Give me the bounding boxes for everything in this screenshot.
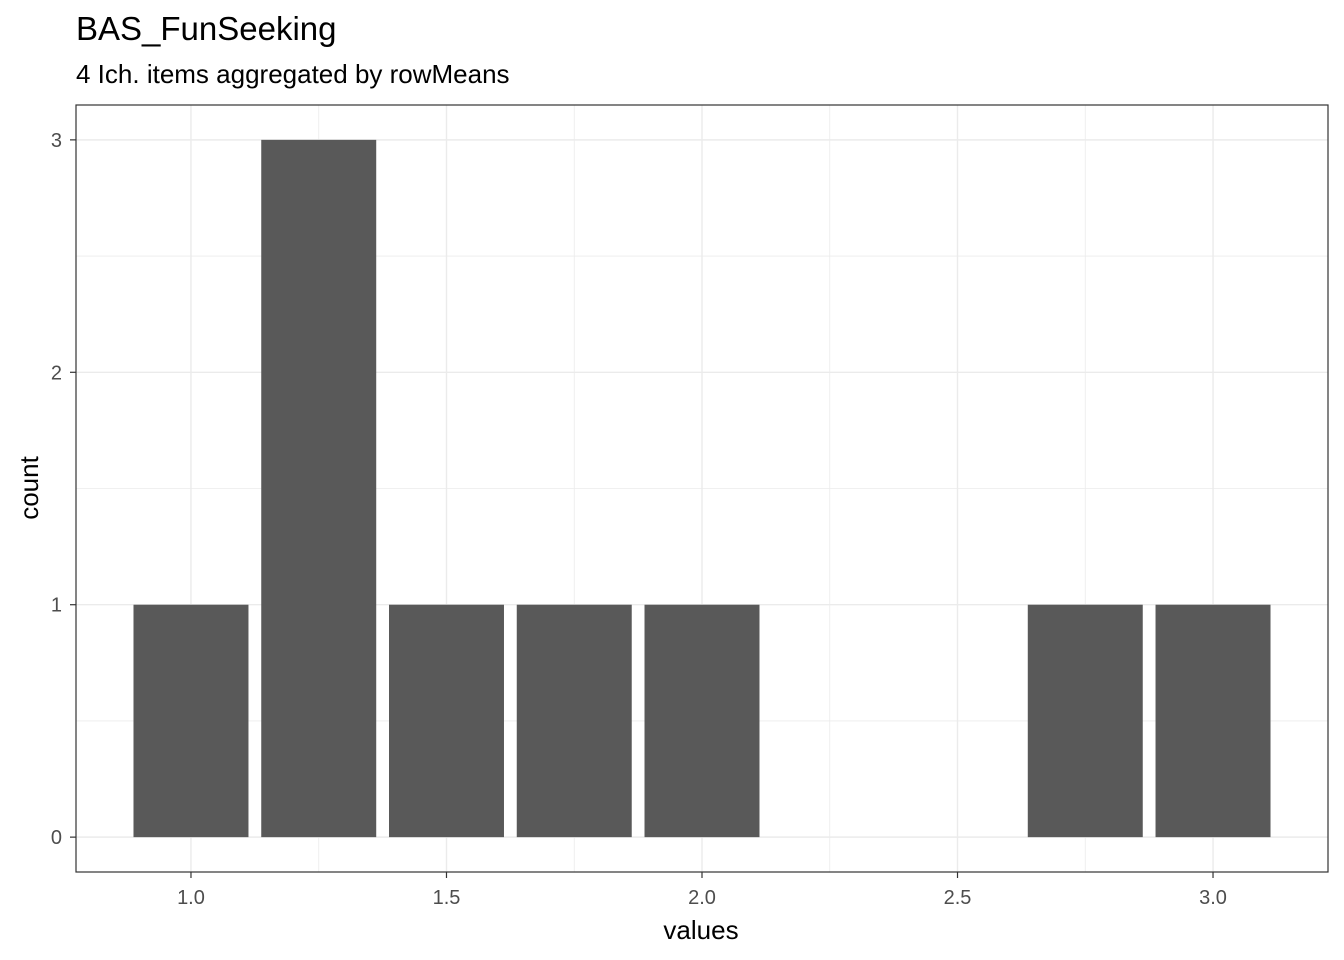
y-tick-label: 2 [51, 362, 62, 384]
y-tick-label: 3 [51, 130, 62, 152]
x-axis-title: values [663, 915, 738, 945]
chart-subtitle: 4 Ich. items aggregated by rowMeans [76, 59, 510, 89]
bar [389, 604, 504, 838]
y-tick-label: 1 [51, 595, 62, 617]
x-tick-label: 3.0 [1199, 887, 1227, 909]
bar [644, 604, 760, 838]
x-tick-label: 2.5 [944, 887, 972, 909]
bar [133, 604, 249, 838]
chart-title: BAS_FunSeeking [76, 10, 337, 47]
x-tick-label: 1.0 [177, 887, 205, 909]
bar [261, 139, 377, 838]
x-tick-label: 2.0 [688, 887, 716, 909]
bar [1155, 604, 1271, 838]
bar [1027, 604, 1143, 838]
bars [133, 139, 1271, 838]
y-tick-label: 0 [51, 827, 62, 849]
y-axis-ticks: 0 1 2 3 [51, 130, 76, 849]
x-tick-label: 1.5 [433, 887, 461, 909]
bar [516, 604, 632, 838]
x-axis-ticks: 1.0 1.5 2.0 2.5 3.0 [177, 872, 1227, 909]
y-axis-title: count [14, 455, 44, 519]
